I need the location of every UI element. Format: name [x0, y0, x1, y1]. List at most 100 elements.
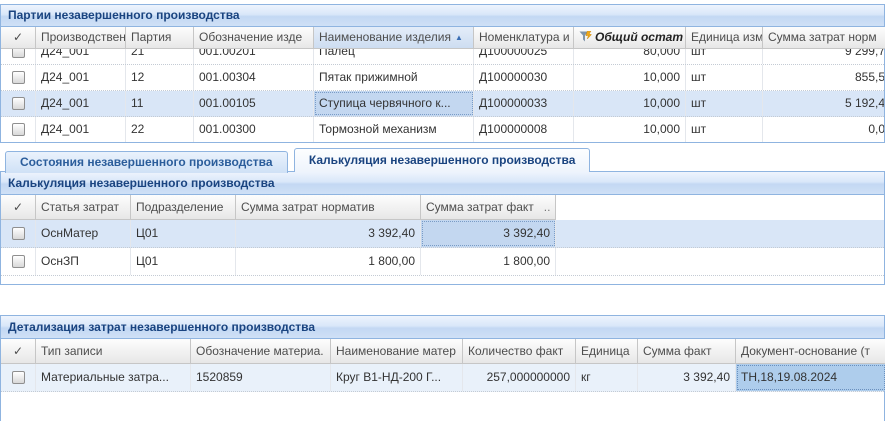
cell-cost-normative[interactable]: 5 192,4 — [844, 96, 884, 110]
table-row-selected[interactable]: ОснМатер Ц01 3 392,40 3 392,40 — [1, 220, 884, 248]
cell-department[interactable]: Ц01 — [131, 220, 236, 247]
table-row[interactable]: Д24_001 12 001.00304 Пятак прижимной Д10… — [1, 65, 884, 91]
checkbox-icon — [11, 97, 25, 110]
cell-product-name-focused[interactable]: Ступица червячного к... — [314, 91, 474, 116]
cell-cost-normative[interactable]: 0,0 — [868, 122, 884, 136]
panel-gap — [0, 285, 885, 315]
row-checkbox[interactable] — [1, 117, 36, 142]
cell-cost-fact[interactable]: 1 800,00 — [421, 248, 556, 275]
cell-total-remainder[interactable]: 10,000 — [574, 65, 686, 90]
panel-batches: Партии незавершенного производства ✓ Про… — [0, 4, 885, 143]
column-header-record-type[interactable]: Тип записи — [36, 339, 191, 364]
select-all-column-header[interactable]: ✓ — [1, 195, 36, 220]
row-checkbox[interactable] — [1, 49, 36, 64]
cell-department[interactable]: Ц01 — [131, 248, 236, 275]
row-checkbox[interactable] — [1, 91, 36, 116]
cell-cost-item[interactable]: ОснМатер — [36, 220, 131, 247]
cell-batch[interactable]: 11 — [126, 91, 194, 116]
cell-cost-normative[interactable]: 855,5 — [854, 70, 884, 84]
sort-ascending-icon: ▲ — [454, 33, 463, 42]
cell-material-code[interactable]: 1520859 — [191, 364, 331, 391]
tab-states-wip[interactable]: Состояния незавершенного производства — [5, 151, 288, 173]
table-row-selected[interactable]: Д24_001 11 001.00105 Ступица червячного … — [1, 91, 884, 117]
check-icon: ✓ — [12, 344, 24, 358]
cell-product-name[interactable]: Пятак прижимной — [314, 65, 474, 90]
cell-nomenclature[interactable]: Д100000025 — [474, 49, 574, 64]
cell-unit[interactable]: шт — [686, 91, 763, 116]
column-header-unit[interactable]: Единица — [576, 339, 638, 364]
cell-sum-fact[interactable]: 3 392,40 — [638, 364, 736, 391]
select-all-column-header[interactable]: ✓ — [1, 339, 36, 364]
table-row[interactable]: ОснЗП Ц01 1 800,00 1 800,00 — [1, 248, 884, 276]
cell-base-document-focused[interactable]: ТН,18,19.08.2024 — [736, 364, 885, 391]
cell-cost-fact-focused[interactable]: 3 392,40 — [421, 220, 556, 247]
cell-total-remainder[interactable]: 10,000 — [574, 117, 686, 142]
row-checkbox[interactable] — [1, 248, 36, 275]
table-row-selected[interactable]: Материальные затра... 1520859 Круг В1-НД… — [1, 364, 885, 392]
cell-batch[interactable]: 21 — [126, 49, 194, 64]
checkbox-icon — [11, 371, 25, 384]
batches-header-row: ✓ Производствен Партия Обозначение изде … — [1, 27, 885, 49]
column-header-material-code[interactable]: Обозначение материа. — [191, 339, 331, 364]
table-row[interactable]: Д24_001 22 001.00300 Тормозной механизм … — [1, 117, 884, 142]
cell-unit[interactable]: кг — [576, 364, 638, 391]
cell-product-name[interactable]: Палец — [314, 49, 474, 64]
checkbox-icon — [11, 123, 25, 136]
cell-unit[interactable]: шт — [686, 49, 763, 64]
cell-material-name[interactable]: Круг В1-НД-200 Г... — [331, 364, 463, 391]
column-header-sum-fact[interactable]: Сумма факт — [638, 339, 736, 364]
column-header-department[interactable]: Подразделение — [131, 195, 236, 220]
column-header-product-code[interactable]: Обозначение изде — [194, 27, 314, 49]
column-header-quantity-fact[interactable]: Количество факт — [463, 339, 576, 364]
cell-production-order[interactable]: Д24_001 — [36, 65, 126, 90]
column-header-cost-item[interactable]: Статья затрат — [36, 195, 131, 220]
cell-quantity-fact[interactable]: 257,000000000 — [463, 364, 576, 391]
panel-batches-title: Партии незавершенного производства — [1, 5, 884, 27]
column-header-material-name[interactable]: Наименование матер — [331, 339, 463, 364]
table-row[interactable]: Д24_001 21 001.00201 Палец Д100000025 80… — [1, 49, 884, 65]
cell-production-order[interactable]: Д24_001 — [36, 91, 126, 116]
truncated-column-indicator: .. — [543, 200, 551, 214]
column-header-unit[interactable]: Единица изм — [686, 27, 763, 49]
cell-product-code[interactable]: 001.00304 — [194, 65, 314, 90]
header-spacer — [556, 195, 884, 220]
column-header-product-name[interactable]: Наименование изделия ▲ — [314, 27, 474, 49]
cell-unit[interactable]: шт — [686, 117, 763, 142]
row-checkbox[interactable] — [1, 65, 36, 90]
cell-batch[interactable]: 12 — [126, 65, 194, 90]
cell-unit[interactable]: шт — [686, 65, 763, 90]
cell-production-order[interactable]: Д24_001 — [36, 117, 126, 142]
column-header-base-document[interactable]: Документ-основание (т — [736, 339, 885, 364]
cell-cost-normative[interactable]: 9 299,7 — [844, 49, 884, 58]
panel-calculation-title: Калькуляция незавершенного производства — [1, 172, 884, 195]
cell-product-name[interactable]: Тормозной механизм — [314, 117, 474, 142]
cell-product-code[interactable]: 001.00201 — [194, 49, 314, 64]
panel-cost-details-title: Детализация затрат незавершенного произв… — [1, 316, 884, 339]
tab-calculation-wip[interactable]: Калькуляция незавершенного производства — [293, 148, 591, 172]
cell-nomenclature[interactable]: Д100000008 — [474, 117, 574, 142]
select-all-column-header[interactable]: ✓ — [1, 27, 36, 49]
cell-total-remainder[interactable]: 80,000 — [574, 49, 686, 64]
cell-cost-item[interactable]: ОснЗП — [36, 248, 131, 275]
column-header-cost-normative[interactable]: Сумма затрат норм — [763, 27, 885, 49]
cell-product-code[interactable]: 001.00300 — [194, 117, 314, 142]
column-header-nomenclature[interactable]: Номенклатура и — [474, 27, 574, 49]
column-header-cost-fact[interactable]: Сумма затрат факт.. — [421, 195, 556, 220]
column-header-batch[interactable]: Партия — [126, 27, 194, 49]
cell-product-code[interactable]: 001.00105 — [194, 91, 314, 116]
checkbox-icon — [11, 255, 25, 268]
cell-production-order[interactable]: Д24_001 — [36, 49, 126, 64]
cell-nomenclature[interactable]: Д100000030 — [474, 65, 574, 90]
column-header-production-order[interactable]: Производствен — [36, 27, 126, 49]
cell-total-remainder[interactable]: 10,000 — [574, 91, 686, 116]
cell-batch[interactable]: 22 — [126, 117, 194, 142]
cell-cost-normative[interactable]: 3 392,40 — [236, 220, 421, 247]
row-checkbox[interactable] — [1, 364, 36, 391]
column-header-total-remainder[interactable]: Общий остат — [574, 27, 686, 49]
cell-nomenclature[interactable]: Д100000033 — [474, 91, 574, 116]
panel-calculation: Калькуляция незавершенного производства … — [0, 172, 885, 285]
row-checkbox[interactable] — [1, 220, 36, 247]
cell-cost-normative[interactable]: 1 800,00 — [236, 248, 421, 275]
cell-record-type[interactable]: Материальные затра... — [36, 364, 191, 391]
column-header-cost-normative[interactable]: Сумма затрат норматив — [236, 195, 421, 220]
